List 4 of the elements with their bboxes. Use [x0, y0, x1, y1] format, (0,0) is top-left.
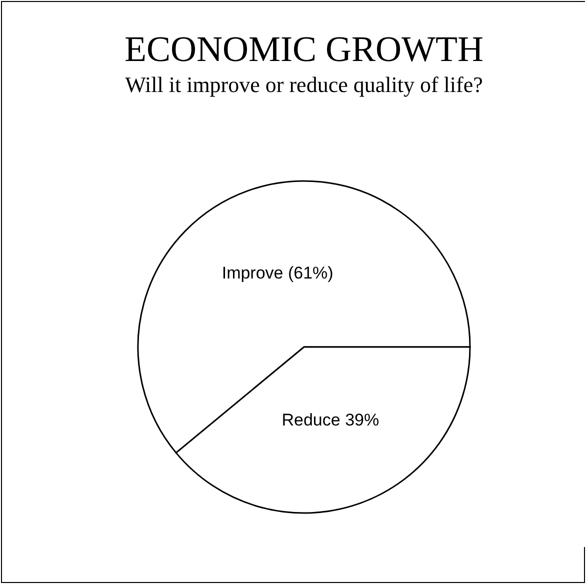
chart-subtitle: Will it improve or reduce quality of life?: [125, 72, 483, 97]
chart-title: ECONOMIC GROWTH: [124, 29, 484, 69]
slice-label: Improve (61%): [222, 264, 334, 283]
slice-label: Reduce 39%: [282, 410, 380, 430]
